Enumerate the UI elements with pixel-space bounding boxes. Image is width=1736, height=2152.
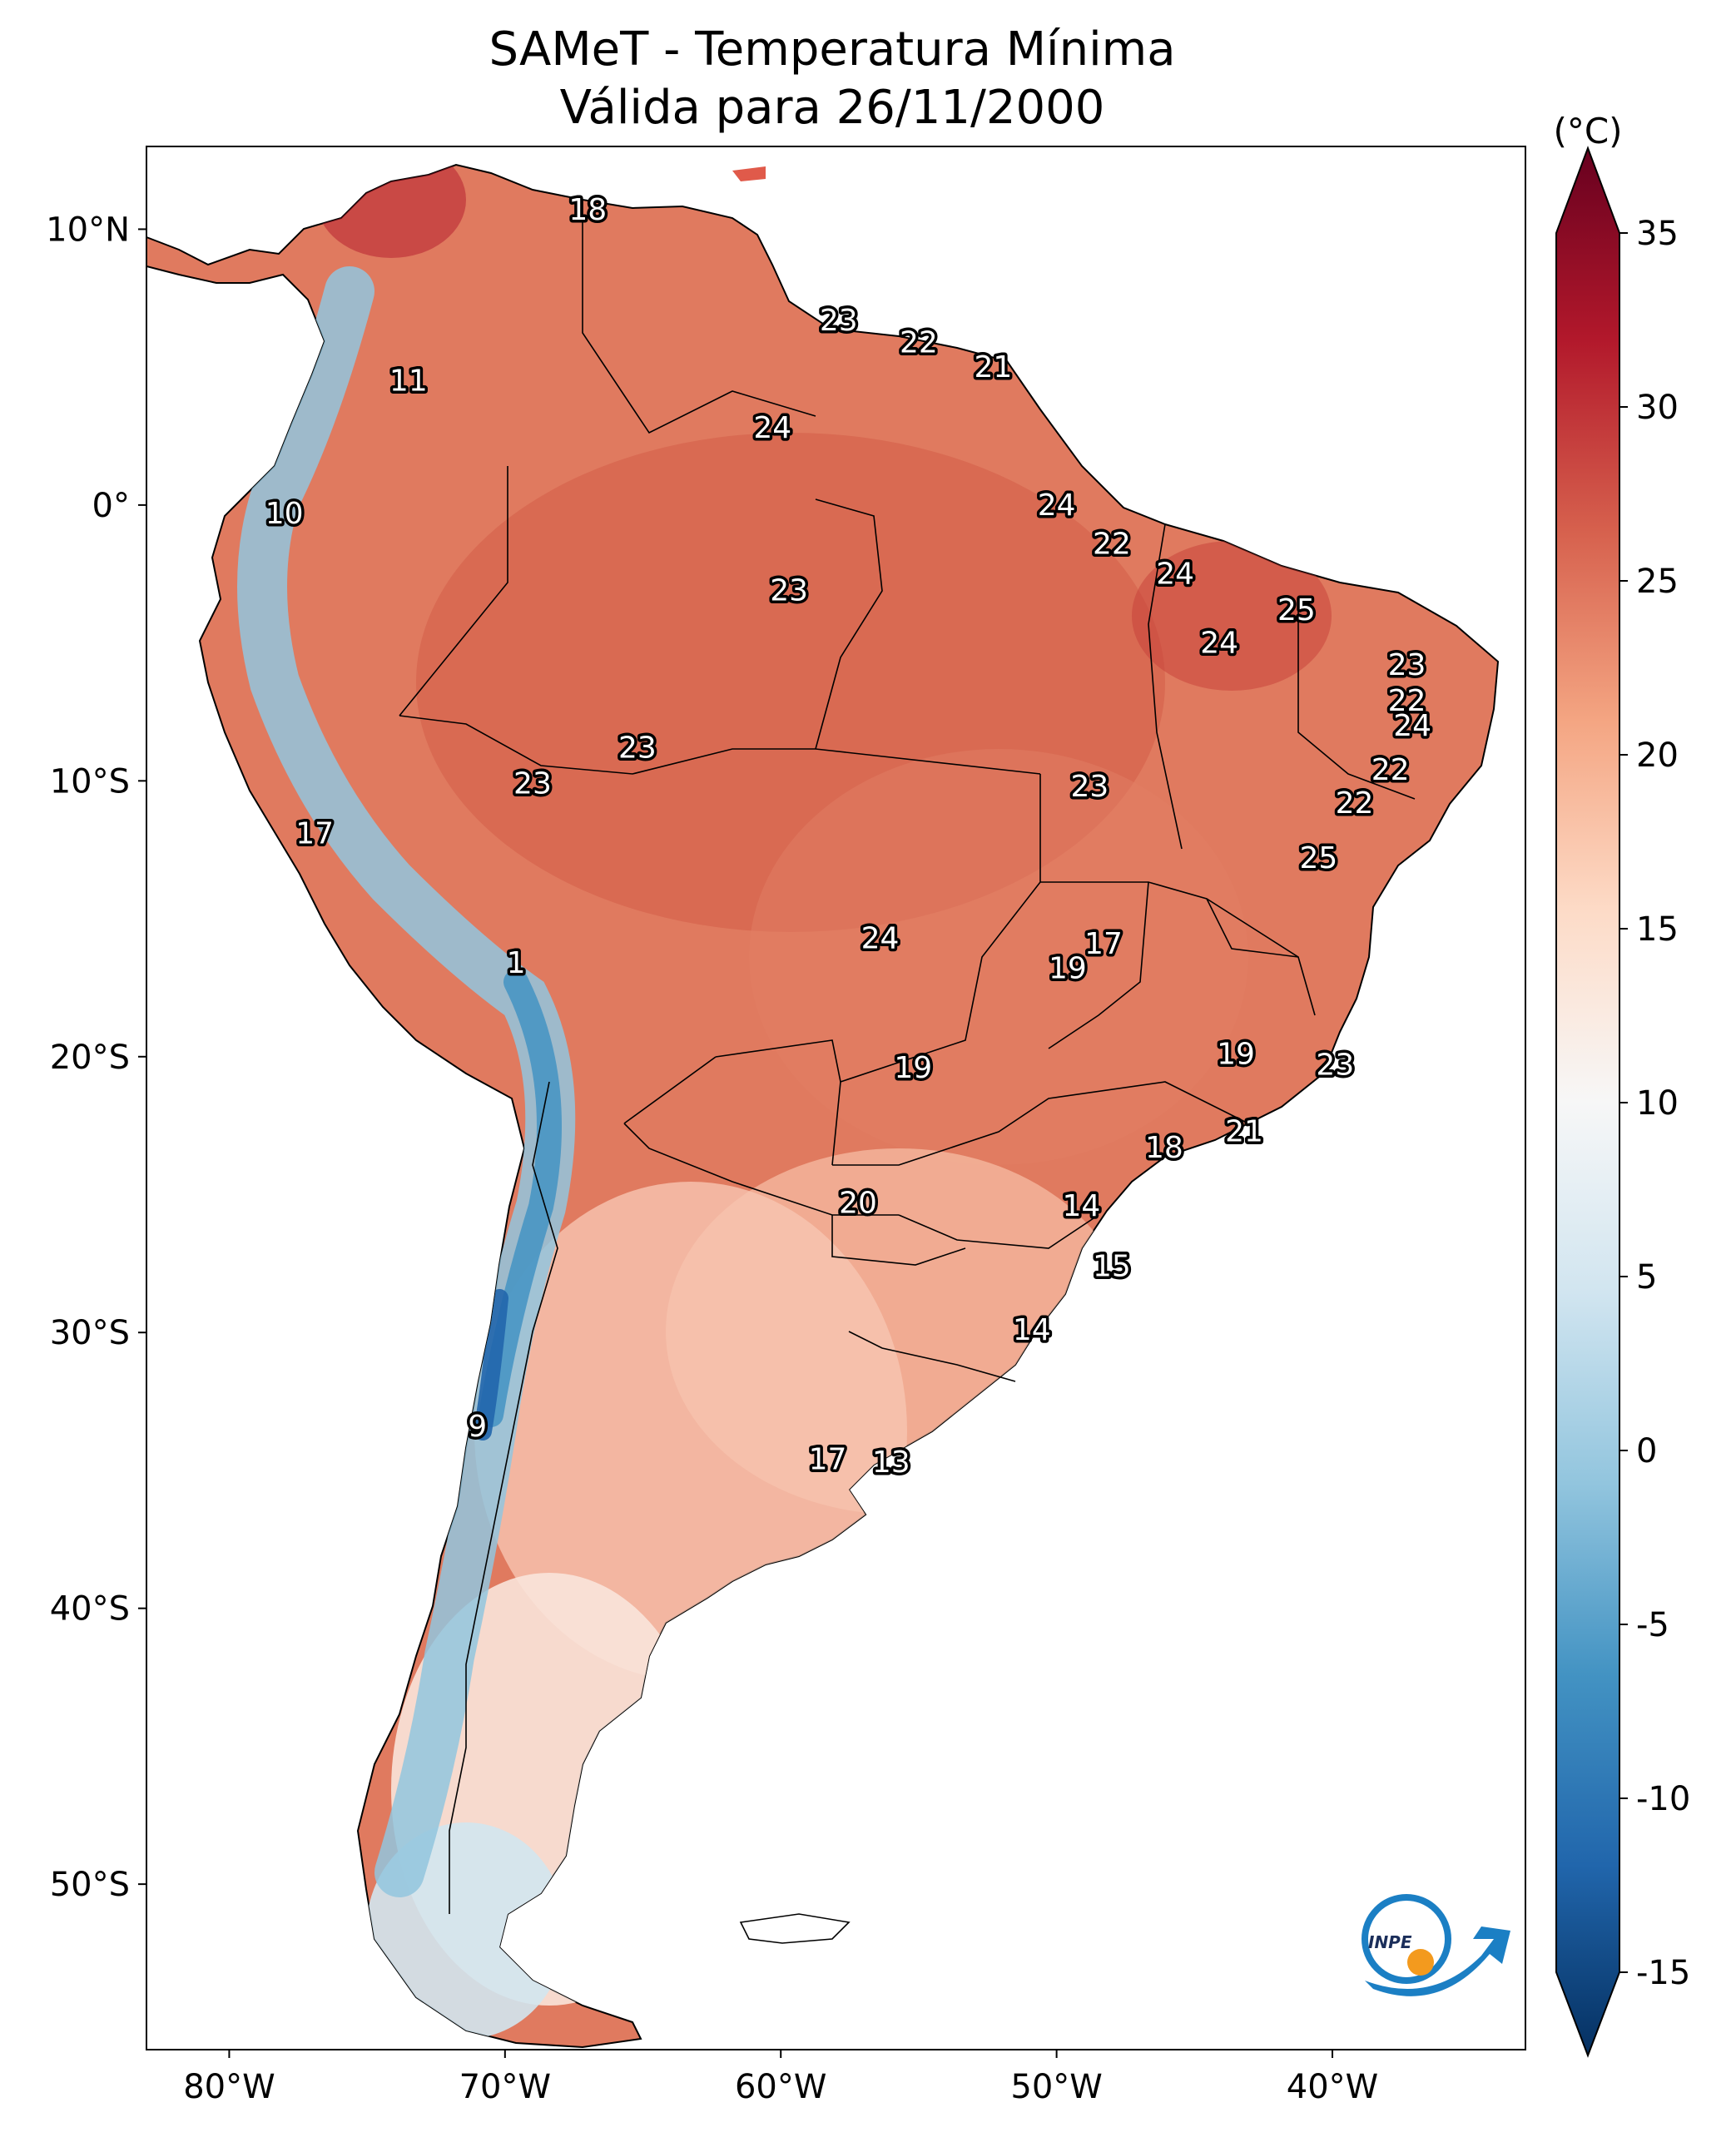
colorbar-tick-label: 0 bbox=[1636, 1432, 1657, 1470]
station-value: 24 bbox=[1393, 709, 1431, 743]
station-value: 20 bbox=[839, 1186, 877, 1220]
station-value: 24 bbox=[861, 921, 900, 955]
lat-tick-label: 20°S bbox=[50, 1039, 130, 1077]
colorbar-tick-label: 15 bbox=[1636, 910, 1679, 949]
longitude-axis: 80°W 70°W 60°W 50°W 40°W bbox=[183, 2050, 1378, 2106]
lon-tick-label: 80°W bbox=[183, 2068, 275, 2106]
station-value: 18 bbox=[568, 193, 607, 227]
colorbar-ticks: 35 30 25 20 15 10 5 0 -5 -10 -15 bbox=[1619, 215, 1690, 1992]
station-value: 18 bbox=[1145, 1131, 1183, 1165]
station-value: 19 bbox=[894, 1051, 932, 1085]
station-value: 14 bbox=[1013, 1313, 1051, 1347]
station-value: 23 bbox=[770, 574, 808, 608]
lat-tick-label: 10°N bbox=[46, 211, 130, 249]
station-value: 17 bbox=[1084, 927, 1123, 961]
station-value: 24 bbox=[1200, 627, 1238, 661]
colorbar-tick-label: -10 bbox=[1636, 1780, 1690, 1818]
station-value: 13 bbox=[872, 1445, 910, 1480]
logo-arrow-icon bbox=[1365, 1926, 1510, 1996]
lon-tick-label: 50°W bbox=[1010, 2068, 1102, 2106]
colorbar-body bbox=[1555, 146, 1620, 2058]
station-value: 10 bbox=[265, 497, 304, 531]
station-value: 15 bbox=[1093, 1250, 1131, 1284]
colorbar-tick-label: 5 bbox=[1636, 1258, 1657, 1297]
colorbar-tick-label: -15 bbox=[1636, 1954, 1690, 1992]
station-value: 21 bbox=[1225, 1114, 1263, 1148]
station-value: 9 bbox=[468, 1410, 487, 1444]
falkland-islands bbox=[739, 1913, 851, 1944]
lat-tick-label: 30°S bbox=[50, 1314, 130, 1352]
station-value: 22 bbox=[1336, 786, 1374, 821]
station-value: 17 bbox=[809, 1443, 847, 1477]
station-value: 22 bbox=[1388, 684, 1426, 718]
logo-text: INPE bbox=[1368, 1932, 1412, 1952]
lat-tick-label: 10°S bbox=[50, 762, 130, 801]
lon-tick-label: 60°W bbox=[735, 2068, 826, 2106]
lat-tick-label: 40°S bbox=[50, 1590, 130, 1629]
caribbean-islands bbox=[732, 166, 766, 181]
colorbar-tick-label: 25 bbox=[1636, 563, 1679, 601]
latitude-axis: 10°N 0° 10°S 20°S 30°S 40°S 50°S bbox=[46, 211, 146, 1904]
colorbar-tick-label: -5 bbox=[1636, 1606, 1669, 1644]
logo-ring bbox=[1362, 1894, 1451, 1984]
station-value: 14 bbox=[1063, 1189, 1101, 1223]
station-value: 1 bbox=[507, 946, 526, 980]
station-value: 25 bbox=[1300, 841, 1338, 875]
station-value: 23 bbox=[618, 731, 657, 766]
lat-tick-label: 50°S bbox=[50, 1866, 130, 1904]
station-value: 11 bbox=[389, 364, 428, 399]
boundaries bbox=[399, 200, 1416, 1914]
title-line-2: Válida para 26/11/2000 bbox=[560, 81, 1105, 135]
colorbar-tick-label: 20 bbox=[1636, 736, 1679, 775]
station-value: 23 bbox=[513, 767, 552, 801]
station-value: 19 bbox=[1049, 952, 1087, 986]
station-value: 24 bbox=[1156, 558, 1194, 592]
station-value: 24 bbox=[1038, 488, 1076, 523]
station-value: 23 bbox=[820, 304, 858, 338]
station-value: 23 bbox=[1316, 1049, 1354, 1083]
station-value: 17 bbox=[295, 816, 334, 850]
colorbar-tick-label: 10 bbox=[1636, 1084, 1679, 1123]
station-value: 22 bbox=[1093, 527, 1131, 561]
lon-tick-label: 40°W bbox=[1287, 2068, 1378, 2106]
station-value: 19 bbox=[1217, 1037, 1255, 1071]
station-value: 21 bbox=[974, 350, 1012, 384]
inpe-logo: INPE bbox=[1362, 1894, 1510, 1996]
colorbar-tick-label: 35 bbox=[1636, 215, 1679, 253]
lat-tick-label: 0° bbox=[92, 487, 130, 525]
lon-tick-label: 70°W bbox=[459, 2068, 551, 2106]
colorbar-unit: (°C) bbox=[1553, 111, 1622, 151]
station-value: 22 bbox=[900, 325, 938, 359]
map-frame bbox=[146, 146, 1526, 2050]
station-value: 25 bbox=[1277, 593, 1316, 627]
station-value: 23 bbox=[1070, 770, 1109, 804]
title-line-1: SAMeT - Temperatura Mínima bbox=[489, 22, 1175, 77]
station-value: 22 bbox=[1371, 753, 1410, 787]
logo-sun-icon bbox=[1407, 1949, 1434, 1976]
station-value: 23 bbox=[1388, 648, 1426, 682]
station-value: 24 bbox=[753, 411, 791, 445]
colorbar-tick-label: 30 bbox=[1636, 389, 1679, 427]
colorbar: (°C) 35 30 25 20 15 10 5 0 -5 -10 -15 bbox=[1553, 111, 1690, 2058]
